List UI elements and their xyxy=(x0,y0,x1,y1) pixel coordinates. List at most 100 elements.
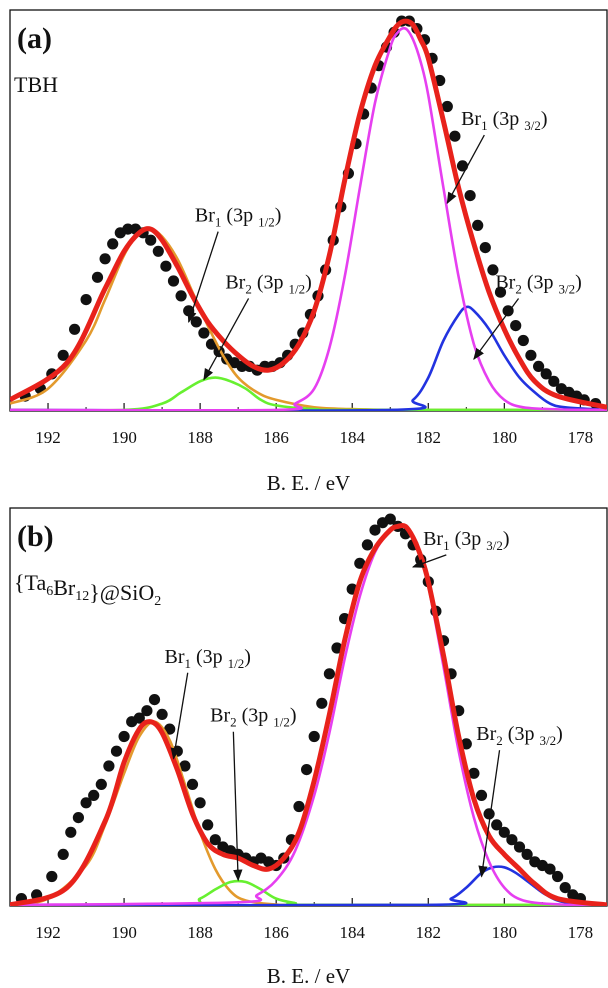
panel-a-data-point xyxy=(533,360,545,372)
panel-b-curve-fit xyxy=(10,522,607,906)
panel-b-xtick-label-178: 178 xyxy=(568,923,594,942)
panel-b-data-point xyxy=(559,882,571,894)
panel-b-data-point xyxy=(468,767,480,779)
panel-a-data-point xyxy=(160,260,172,272)
panel-a-data-point xyxy=(449,130,461,142)
panel-b-data-point xyxy=(513,841,526,853)
panel-b-xtick-label-192: 192 xyxy=(35,923,61,942)
panel-b-data-point xyxy=(361,539,373,551)
panel-b-data-point xyxy=(194,797,206,809)
panel-a-xtick-label-178: 178 xyxy=(568,428,594,447)
panel-b-data-point xyxy=(506,834,518,846)
panel-b-data-point xyxy=(483,808,495,820)
panel-b-data-point xyxy=(110,745,123,757)
panel-b-data-point xyxy=(331,642,343,654)
panel-b-data-point xyxy=(521,848,533,861)
panel-b-annotation-arrow-0 xyxy=(170,672,189,760)
panel-a-data-point xyxy=(548,375,560,387)
panel-b-data-point xyxy=(133,712,145,724)
panel-a-xtick-label-190: 190 xyxy=(111,428,137,447)
panel-a-data-point xyxy=(479,242,491,254)
panel-a-data-point xyxy=(525,349,537,361)
panel-a-data-point xyxy=(99,253,111,265)
panel-b-annotation-1: Br2 (3p 1/2) xyxy=(210,705,296,730)
panel-a-annotation-arrow-3 xyxy=(473,298,520,360)
panel-b-xtick-label-184: 184 xyxy=(339,923,365,942)
panel-a-sample-label: TBH xyxy=(14,72,58,97)
panel-b-annotation-3: Br2 (3p 3/2) xyxy=(476,723,562,748)
panel-a-annotation-arrow-1 xyxy=(203,298,250,381)
panel-b-data-point xyxy=(202,819,214,831)
panel-b-data-point xyxy=(354,557,366,569)
panel-b-data-point xyxy=(308,730,320,743)
panel-b-data-point xyxy=(118,730,130,743)
panel-a-xtick-label-182: 182 xyxy=(416,428,442,447)
panel-a-data-point xyxy=(107,238,119,250)
panel-b-data-point xyxy=(498,826,510,838)
panel-b-data-point xyxy=(293,800,305,813)
panel-a-data-point xyxy=(494,286,507,298)
panel-a-data-point xyxy=(198,327,210,339)
panel-b-data-point xyxy=(552,870,564,883)
panel-a-data-point xyxy=(145,234,157,246)
panel-a-data-point xyxy=(441,100,453,113)
panel-a-xtick-label-192: 192 xyxy=(35,428,61,447)
panel-a-data-point xyxy=(472,219,484,231)
panel-b-data-point xyxy=(316,697,328,709)
panel-a-data-point xyxy=(80,294,92,306)
panel-a-data-point xyxy=(456,160,469,172)
panel-a-xlabel: B. E. / eV xyxy=(267,471,350,495)
panel-b-data-point xyxy=(164,723,176,735)
panel-b-data-points xyxy=(15,513,587,905)
panel-a-data-point xyxy=(175,290,187,302)
panel-b-data-point xyxy=(72,812,84,824)
panel-a-data-point xyxy=(152,245,164,257)
panel-a-xtick-label-186: 186 xyxy=(263,428,289,447)
panel-b-data-point xyxy=(179,760,191,772)
panel-a-data-point xyxy=(167,275,180,287)
panel-a-annotation-arrow-2 xyxy=(446,134,485,205)
panel-b-data-point xyxy=(186,778,199,791)
panel-a-data-point xyxy=(540,368,552,380)
panel-a-data-point xyxy=(510,320,522,332)
panel-a-xtick-label-188: 188 xyxy=(187,428,213,447)
panel-b-annotation-arrow-2 xyxy=(411,554,447,568)
panel-b-annotation-0: Br1 (3p 1/2) xyxy=(164,646,250,671)
panel-a-xtick-label-184: 184 xyxy=(339,428,365,447)
panel-b-curves xyxy=(10,522,607,906)
panel-b-data-point xyxy=(141,705,153,717)
panel-b-data-point xyxy=(475,789,488,802)
panel-b-data-point xyxy=(148,694,161,706)
panel-b-sample-label: {Ta6Br12}@SiO2 xyxy=(14,570,161,609)
panel-a-curves xyxy=(10,18,607,411)
panel-a-data-point xyxy=(464,190,476,202)
panel-a-data-point xyxy=(91,271,104,283)
panel-a-curve-br1-3p3-2 xyxy=(10,26,607,411)
panel-a-data-point xyxy=(517,334,529,347)
panel-b-data-point xyxy=(88,789,100,802)
panel-b: 192 190 188 186 184 182 180 178 B. E. / eV (b) {Ta… xyxy=(9,507,608,988)
panel-a-annotation-arrow-0 xyxy=(187,231,219,324)
panel-b-data-point xyxy=(156,708,168,721)
panel-a-data-point xyxy=(57,349,69,361)
panel-b-data-point xyxy=(301,764,313,776)
panel-b-data-point xyxy=(57,848,69,861)
panel-b-annotation-2: Br1 (3p 3/2) xyxy=(423,528,509,553)
panel-b-data-point xyxy=(209,834,221,846)
panel-b-xtick-label-180: 180 xyxy=(492,923,518,942)
panel-b-data-point xyxy=(460,738,472,750)
panel-a-data-point xyxy=(487,264,499,276)
panel-b-xlabel: B. E. / eV xyxy=(267,964,350,988)
panel-a-data-point xyxy=(69,323,81,335)
panel-b-data-point xyxy=(95,778,107,791)
panel-b-data-point xyxy=(544,863,556,875)
panel-a-xtick-label-180: 180 xyxy=(492,428,518,447)
panel-a-label: (a) xyxy=(17,22,52,55)
panel-b-data-point xyxy=(491,819,503,831)
panel-b-annotation-arrow-1 xyxy=(232,731,243,882)
panel-b-data-point xyxy=(65,826,77,838)
panel-a-curve-br2-3p3-2 xyxy=(10,305,607,411)
panel-b-annotation-arrow-3 xyxy=(478,750,501,878)
panel-a-annotation-2: Br1 (3p 3/2) xyxy=(461,108,547,133)
